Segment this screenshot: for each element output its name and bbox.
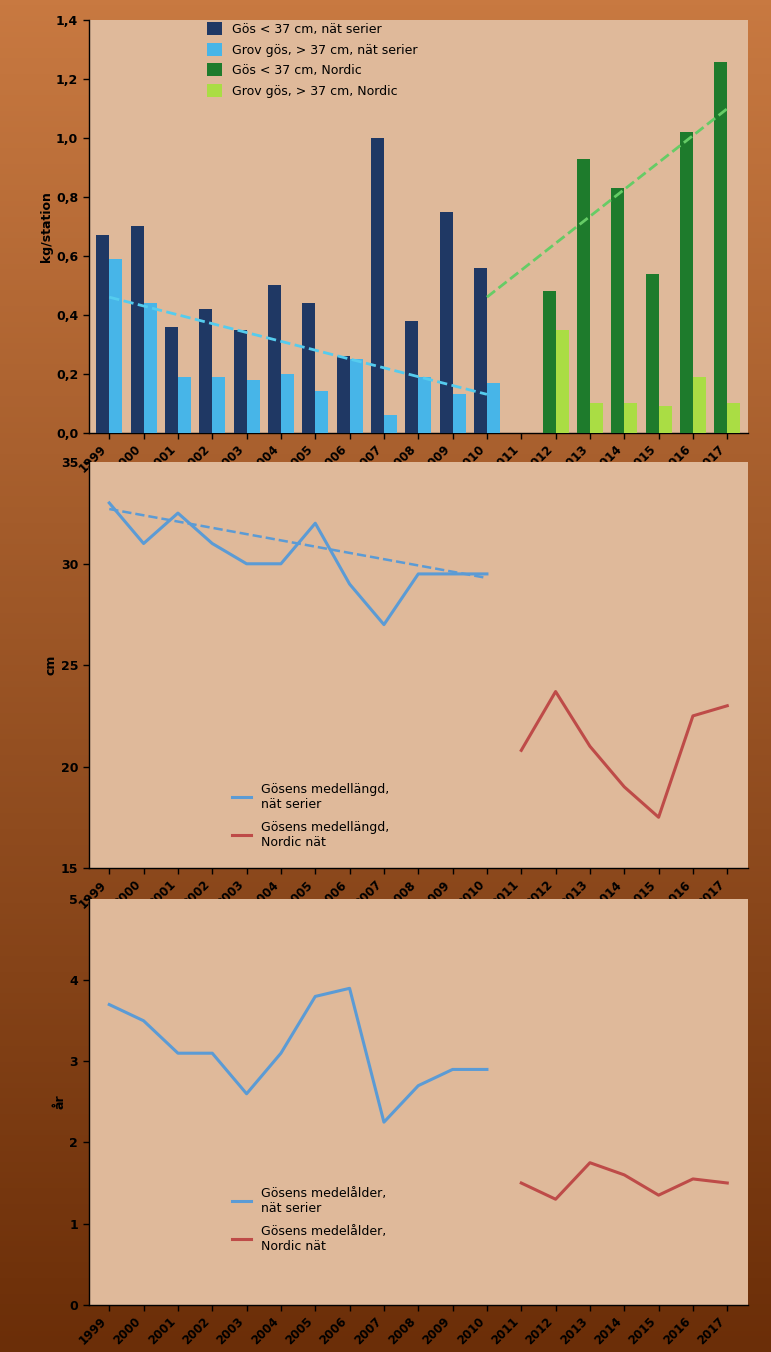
Bar [268, 285, 281, 433]
Bar [590, 403, 603, 433]
Bar [487, 383, 500, 433]
Bar [453, 395, 466, 433]
Bar [693, 377, 706, 433]
Bar [556, 330, 569, 433]
Bar [349, 360, 362, 433]
Bar [577, 158, 590, 433]
Bar [178, 377, 191, 433]
Bar [143, 303, 157, 433]
Bar [384, 415, 397, 433]
Bar [680, 132, 693, 433]
Y-axis label: kg/station: kg/station [40, 191, 53, 262]
Bar [165, 327, 178, 433]
Bar [439, 212, 453, 433]
Bar [130, 227, 143, 433]
Bar [247, 380, 260, 433]
Legend: Gös < 37 cm, nät serier, Grov gös, > 37 cm, nät serier, Gös < 37 cm, Nordic, Gro: Gös < 37 cm, nät serier, Grov gös, > 37 … [207, 23, 417, 97]
Bar [109, 258, 123, 433]
Bar [315, 392, 328, 433]
Y-axis label: cm: cm [45, 654, 58, 676]
Bar [714, 62, 727, 433]
Bar [418, 377, 431, 433]
Bar [543, 291, 556, 433]
Bar [199, 310, 212, 433]
Bar [371, 138, 384, 433]
Bar [727, 403, 740, 433]
Bar [625, 403, 638, 433]
Legend: Gösens medelålder,
nät serier, Gösens medelålder,
Nordic nät: Gösens medelålder, nät serier, Gösens me… [227, 1182, 391, 1257]
Bar [234, 330, 247, 433]
Bar [658, 406, 672, 433]
Bar [337, 356, 349, 433]
Bar [281, 373, 294, 433]
Bar [474, 268, 487, 433]
Bar [611, 188, 625, 433]
Bar [212, 377, 225, 433]
Bar [406, 320, 419, 433]
Y-axis label: år: år [54, 1095, 67, 1109]
Bar [96, 235, 109, 433]
Legend: Gösens medellängd,
nät serier, Gösens medellängd,
Nordic nät: Gösens medellängd, nät serier, Gösens me… [227, 777, 394, 853]
Bar [302, 303, 315, 433]
Bar [645, 273, 658, 433]
